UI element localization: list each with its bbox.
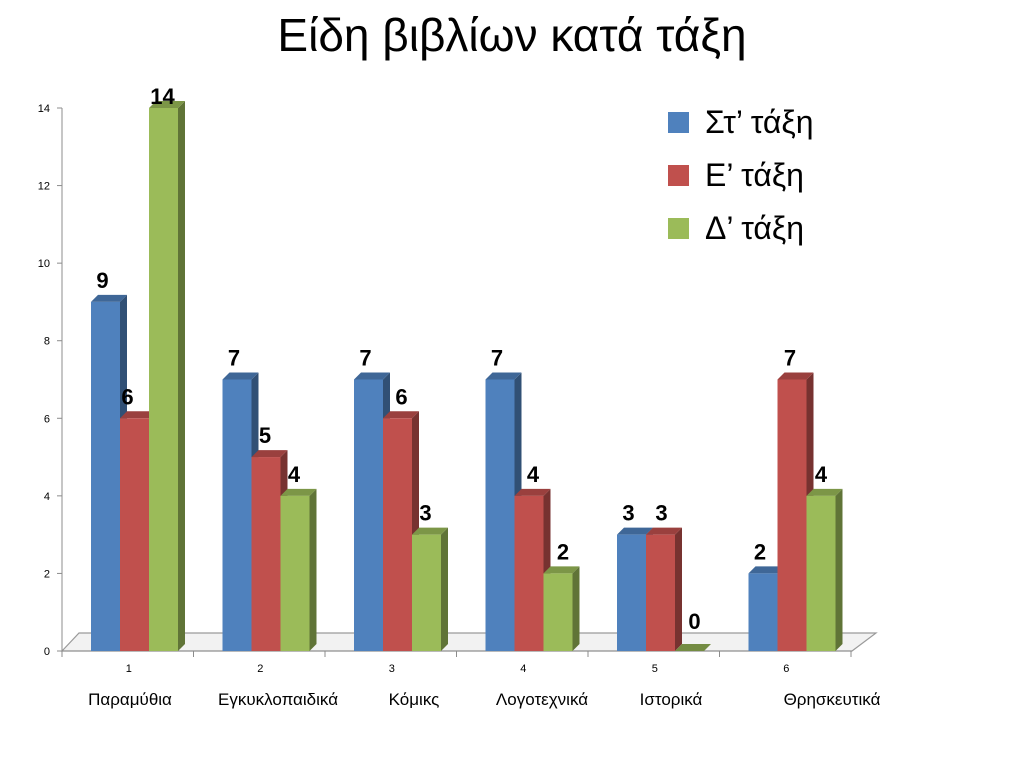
x-tick-label-6: 6	[783, 663, 789, 675]
data-label-s2-c1: 6	[121, 384, 133, 409]
data-label-s2-c4: 4	[527, 462, 540, 487]
bar-s3-c6	[806, 488, 843, 651]
y-tick-label-14: 14	[38, 103, 50, 115]
bar-s3-c4	[543, 566, 580, 651]
legend-swatch-series-1	[668, 112, 689, 133]
y-tick-label-10: 10	[38, 258, 50, 270]
category-label-4: Λογοτεχνικά	[495, 690, 589, 709]
data-label-s3-c6: 4	[815, 462, 828, 487]
legend-swatch-series-3	[668, 218, 689, 239]
legend-label-series-1: Στ’ τάξη	[705, 104, 814, 140]
data-label-s3-c1: 14	[150, 84, 175, 109]
bar-s2-c5	[646, 527, 682, 651]
data-label-s1-c6: 2	[754, 539, 766, 564]
x-tick-label-4: 4	[520, 663, 526, 675]
data-label-s1-c2: 7	[228, 346, 240, 371]
x-tick-label-3: 3	[389, 663, 395, 675]
category-label-3: Κόμικς	[388, 690, 440, 709]
data-label-s3-c5: 0	[688, 609, 700, 634]
legend-swatch-series-2	[668, 165, 689, 186]
category-label-5: Ιστορικά	[639, 690, 703, 709]
data-label-s1-c4: 7	[491, 346, 503, 371]
bar-s1-c4	[485, 372, 522, 651]
legend: Στ’ τάξη Ε’ τάξη Δ’ τάξη	[668, 96, 814, 255]
y-tick-label-4: 4	[44, 491, 50, 503]
bar-s3-c2	[280, 488, 317, 651]
y-tick-label-12: 12	[38, 181, 50, 193]
data-label-s3-c3: 3	[419, 501, 431, 526]
data-label-s1-c5: 3	[622, 501, 634, 526]
y-tick-label-0: 0	[44, 646, 50, 658]
bar-s3-c3	[412, 527, 448, 651]
legend-item-series-1: Στ’ τάξη	[668, 96, 814, 149]
data-label-s2-c2: 5	[259, 423, 271, 448]
x-tick-label-1: 1	[126, 663, 132, 675]
legend-label-series-2: Ε’ τάξη	[705, 157, 804, 193]
y-tick-label-8: 8	[44, 336, 50, 348]
x-tick-label-5: 5	[652, 663, 658, 675]
chart-title: Είδη βιβλίων κατά τάξη	[277, 9, 747, 61]
category-label-2: Εγκυκλοπαιδικά	[217, 690, 339, 709]
data-label-s1-c3: 7	[359, 346, 371, 371]
y-tick-label-6: 6	[44, 413, 50, 425]
legend-item-series-2: Ε’ τάξη	[668, 149, 814, 202]
data-label-s2-c6: 7	[784, 346, 796, 371]
data-label-s2-c5: 3	[655, 501, 667, 526]
x-tick-label-2: 2	[257, 663, 263, 675]
data-label-s1-c1: 9	[96, 268, 108, 293]
category-label-1: Παραμύθια	[88, 690, 172, 709]
bar-s3-c5	[675, 644, 711, 651]
bar-s3-c1	[149, 101, 185, 651]
category-label-6: Θρησκευτικά	[783, 690, 881, 709]
data-label-s3-c2: 4	[288, 462, 301, 487]
legend-label-series-3: Δ’ τάξη	[705, 210, 804, 246]
legend-item-series-3: Δ’ τάξη	[668, 202, 814, 255]
data-label-s3-c4: 2	[557, 539, 569, 564]
y-tick-label-2: 2	[44, 568, 50, 580]
data-label-s2-c3: 6	[395, 384, 407, 409]
